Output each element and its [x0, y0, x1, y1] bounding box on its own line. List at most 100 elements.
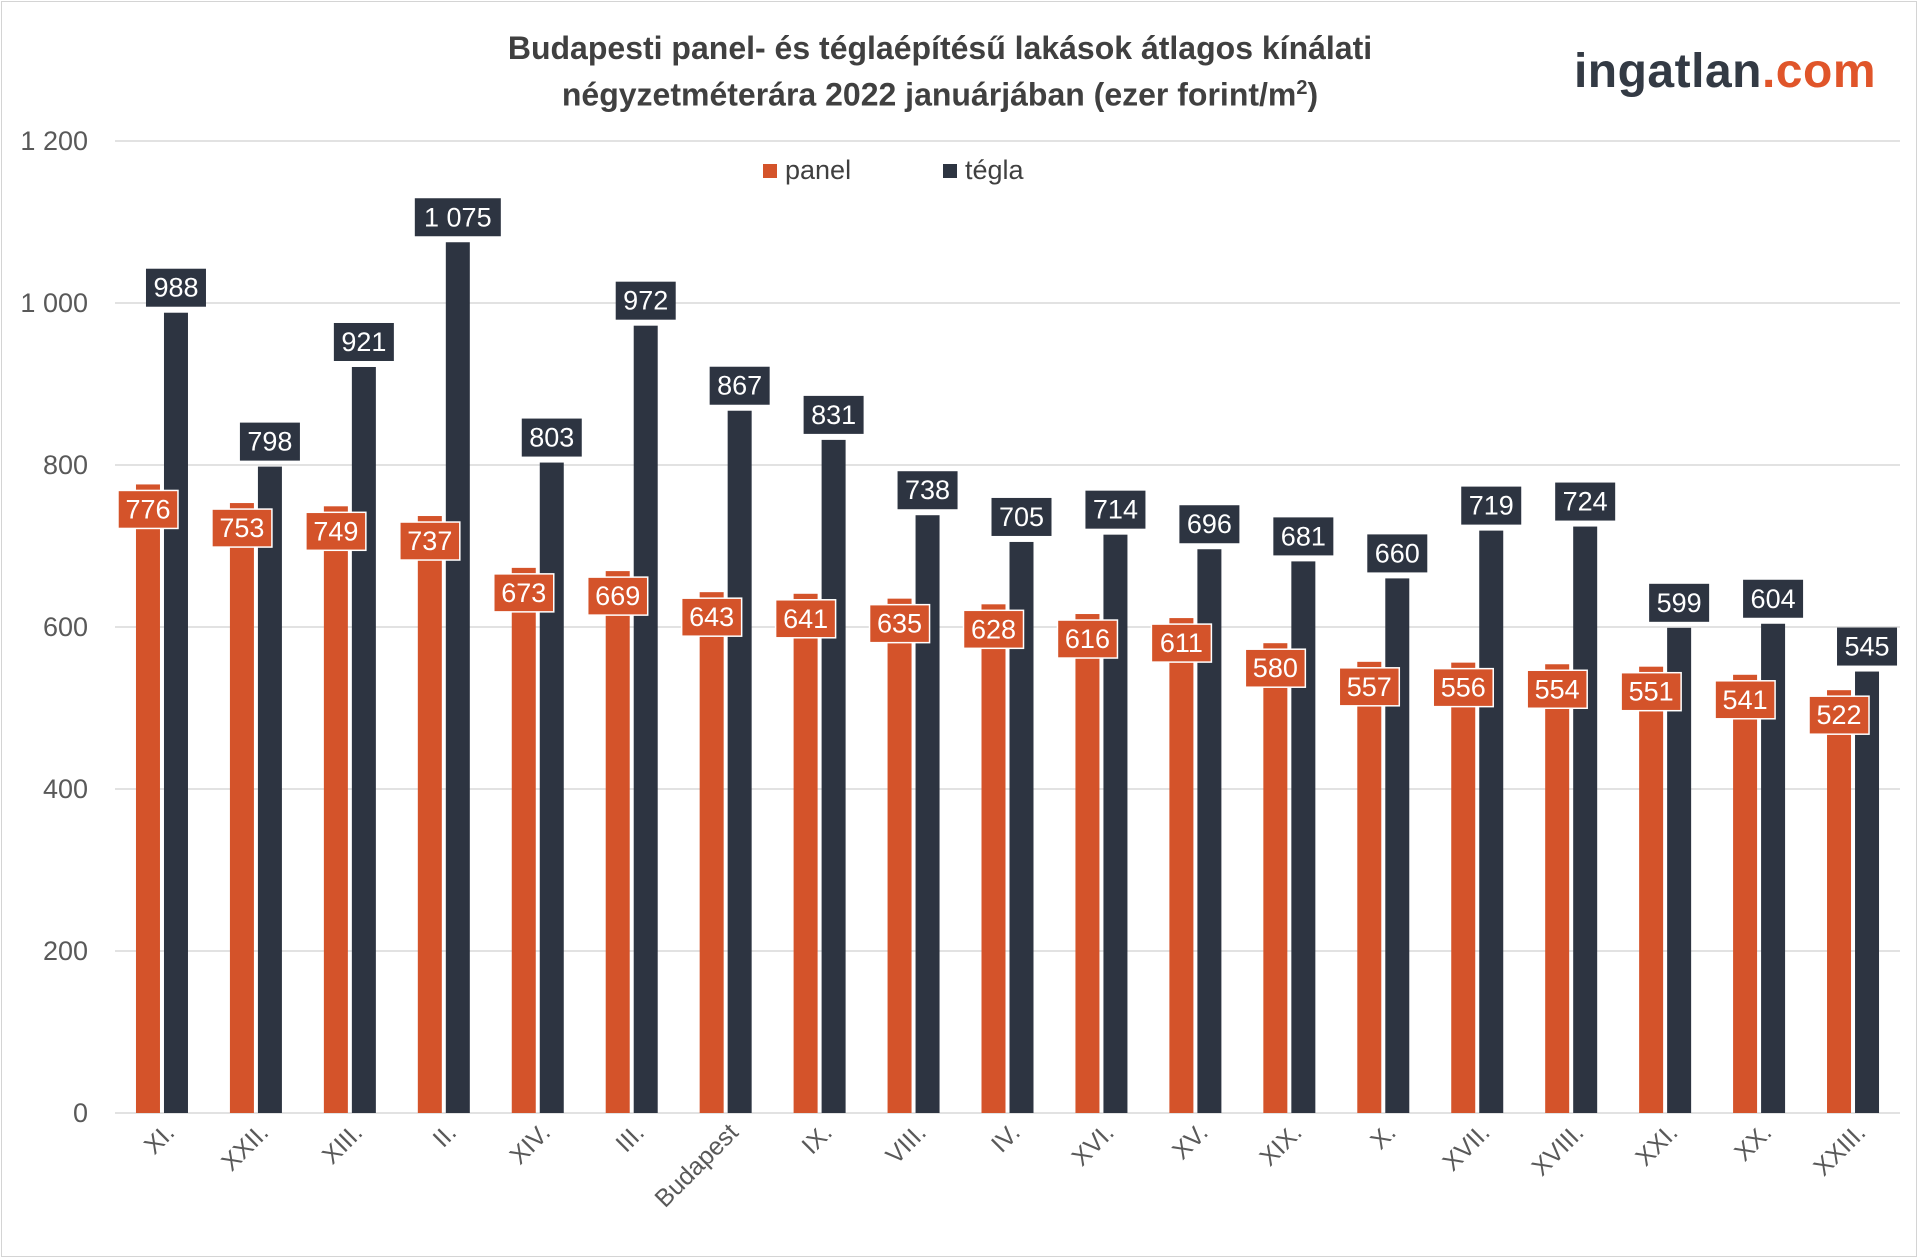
bar-tegla [445, 242, 470, 1113]
x-tick-label: XIII. [317, 1118, 368, 1169]
x-tick-label: Budapest [649, 1118, 744, 1213]
data-label-tegla: 714 [1093, 495, 1138, 525]
x-tick-label: II. [428, 1118, 463, 1153]
x-tick-label: XIX. [1254, 1118, 1307, 1171]
y-tick-label: 800 [43, 450, 88, 480]
data-label-box-tegla [991, 497, 1052, 536]
data-label-tegla: 803 [529, 423, 574, 453]
data-label-panel: 737 [407, 526, 452, 556]
data-label-box-tegla [521, 418, 582, 457]
legend-item-tegla: tégla [943, 155, 1024, 186]
data-label-box-tegla [333, 322, 394, 361]
data-label-box-panel [117, 489, 179, 530]
bar-tegla [633, 325, 658, 1113]
data-label-panel: 616 [1065, 624, 1110, 654]
data-label-box-panel [868, 603, 931, 644]
bar-panel [981, 604, 1006, 1113]
data-label-box-panel [1526, 669, 1588, 710]
x-tick-label: X. [1365, 1118, 1402, 1155]
bar-tegla [727, 410, 752, 1114]
bar-panel [1827, 690, 1852, 1113]
data-label-box-panel [1056, 619, 1119, 659]
data-label-box-tegla [1461, 486, 1522, 525]
legend-label-panel: panel [785, 155, 852, 185]
data-label-box-panel [399, 521, 461, 561]
y-tick-label: 0 [73, 1098, 88, 1128]
data-label-box-tegla [803, 395, 864, 434]
data-label-panel: 556 [1441, 673, 1486, 703]
data-label-panel: 673 [501, 578, 546, 608]
data-label-box-panel [493, 573, 555, 613]
x-tick-label: XIV. [504, 1118, 556, 1170]
data-label-box-tegla [1837, 627, 1898, 666]
data-label-tegla: 681 [1281, 521, 1326, 551]
data-label-box-panel [1150, 623, 1213, 663]
x-tick-label: XX. [1729, 1118, 1777, 1166]
bar-tegla [821, 439, 846, 1113]
bar-panel [1639, 666, 1664, 1113]
bar-panel [1357, 661, 1382, 1113]
data-label-panel: 557 [1347, 672, 1392, 702]
data-label-box-panel [305, 511, 367, 552]
data-label-tegla: 988 [153, 273, 198, 303]
data-label-box-panel [1620, 671, 1682, 712]
bar-panel [793, 593, 818, 1113]
x-tick-label: IV. [986, 1118, 1026, 1158]
data-label-box-tegla [1649, 583, 1710, 622]
bar-tegla [539, 462, 564, 1113]
data-label-box-tegla [1367, 534, 1428, 573]
data-label-panel: 643 [689, 602, 734, 632]
chart-title: Budapesti panel- és téglaépítésű lakások… [300, 28, 1580, 115]
data-label-tegla: 798 [247, 427, 292, 457]
data-label-tegla: 696 [1187, 509, 1232, 539]
x-tick-label: XXII. [216, 1118, 274, 1176]
chart-title-line2: négyzetméterára 2022 januárjában (ezer f… [300, 68, 1580, 115]
data-label-panel: 669 [595, 581, 640, 611]
data-label-panel: 611 [1160, 628, 1203, 658]
x-tick-label: XXI. [1630, 1118, 1683, 1171]
data-label-box-panel [211, 508, 273, 548]
data-label-box-tegla [615, 281, 676, 320]
data-label-box-tegla [1179, 505, 1240, 544]
data-label-box-panel [962, 609, 1025, 650]
x-tick-label: III. [610, 1118, 649, 1157]
data-label-tegla: 604 [1751, 584, 1796, 614]
chart-title-line2-text: négyzetméterára 2022 januárjában (ezer f… [561, 76, 1297, 113]
bar-panel [1075, 614, 1100, 1113]
data-label-panel: 580 [1253, 653, 1298, 683]
bar-panel [417, 516, 442, 1113]
data-label-tegla: 719 [1469, 491, 1514, 521]
data-label-box-tegla [239, 422, 300, 461]
data-label-box-tegla [1555, 482, 1616, 521]
data-label-tegla: 1 075 [424, 202, 492, 232]
y-tick-label: 600 [43, 612, 88, 642]
data-label-box-tegla [1085, 490, 1146, 529]
data-label-box-tegla [1273, 517, 1334, 556]
bar-panel [1733, 674, 1758, 1113]
data-label-panel: 776 [125, 494, 170, 524]
chart-title-line2-end: ) [1307, 76, 1319, 113]
x-tick-label: XVII. [1437, 1118, 1495, 1176]
bar-panel [229, 503, 254, 1113]
data-label-panel: 522 [1816, 700, 1861, 730]
brand-logo: ingatlan.com [1574, 44, 1876, 99]
bar-tegla [1855, 671, 1880, 1113]
bar-panel [1451, 662, 1476, 1113]
data-label-tegla: 599 [1657, 588, 1702, 618]
bar-tegla [351, 366, 376, 1113]
legend-item-panel: panel [763, 155, 851, 186]
data-label-panel: 635 [877, 609, 922, 639]
data-label-box-tegla [1743, 579, 1804, 618]
data-label-tegla: 867 [717, 371, 762, 401]
bar-tegla [1291, 561, 1316, 1113]
bar-panel [1545, 664, 1570, 1113]
chart-title-superscript: 2 [1296, 77, 1308, 99]
data-label-tegla: 972 [623, 286, 668, 316]
chart-title-line1: Budapesti panel- és téglaépítésű lakások… [507, 30, 1373, 66]
data-label-tegla: 660 [1375, 538, 1420, 568]
data-label-tegla: 831 [811, 400, 856, 430]
bar-tegla [163, 312, 188, 1114]
data-label-box-panel [586, 576, 649, 616]
bar-tegla [1479, 530, 1504, 1113]
